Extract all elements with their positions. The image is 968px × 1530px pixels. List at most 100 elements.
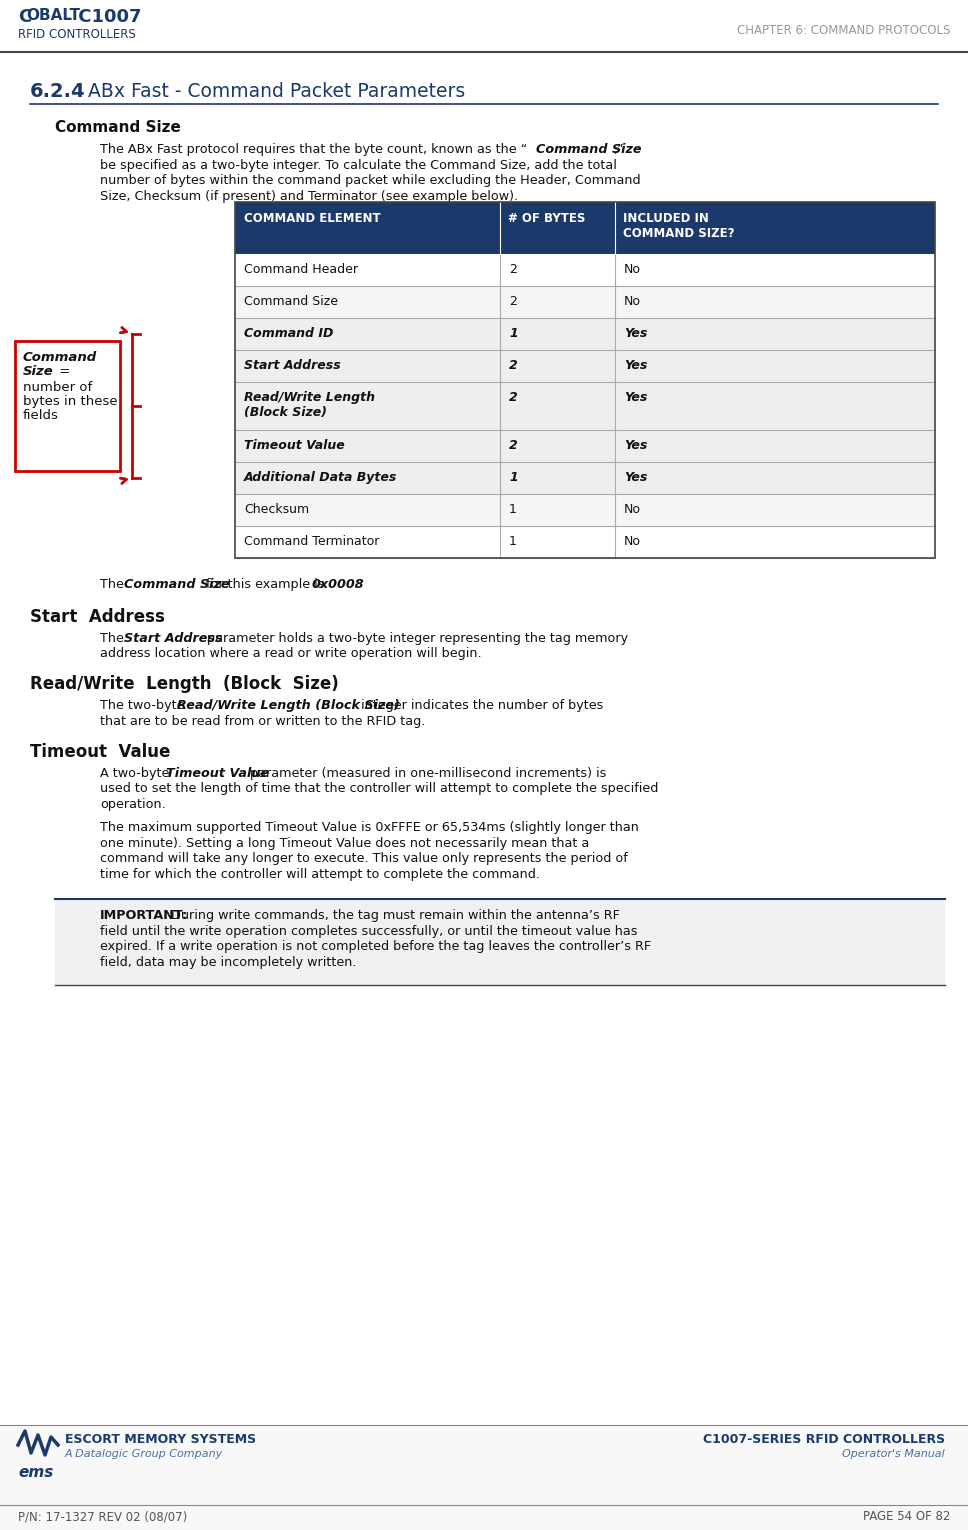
Bar xyxy=(235,462,935,494)
Text: fields: fields xyxy=(23,409,59,421)
Bar xyxy=(235,202,935,254)
Text: number of: number of xyxy=(23,381,92,393)
Text: address location where a read or write operation will begin.: address location where a read or write o… xyxy=(100,647,482,659)
Text: The: The xyxy=(100,632,128,644)
Text: integer indicates the number of bytes: integer indicates the number of bytes xyxy=(357,699,603,711)
Text: 2: 2 xyxy=(509,390,518,404)
Text: parameter (measured in one-millisecond increments) is: parameter (measured in one-millisecond i… xyxy=(246,767,606,779)
Bar xyxy=(235,349,935,381)
Text: Start Address: Start Address xyxy=(244,358,341,372)
Text: C1007: C1007 xyxy=(72,8,141,26)
Text: PAGE 54 OF 82: PAGE 54 OF 82 xyxy=(862,1510,950,1522)
Text: Checksum: Checksum xyxy=(244,502,309,516)
Text: parameter holds a two-byte integer representing the tag memory: parameter holds a two-byte integer repre… xyxy=(203,632,628,644)
Text: Operator's Manual: Operator's Manual xyxy=(842,1449,945,1460)
Bar xyxy=(235,318,935,349)
Text: one minute). Setting a long Timeout Value does not necessarily mean that a: one minute). Setting a long Timeout Valu… xyxy=(100,837,590,849)
Text: 2: 2 xyxy=(509,294,517,308)
Text: 0x0008: 0x0008 xyxy=(312,577,365,591)
Text: P/N: 17-1327 REV 02 (08/07): P/N: 17-1327 REV 02 (08/07) xyxy=(18,1510,187,1522)
Text: The ABx Fast protocol requires that the byte count, known as the “: The ABx Fast protocol requires that the … xyxy=(100,142,528,156)
Text: field, data may be incompletely written.: field, data may be incompletely written. xyxy=(100,956,356,968)
Text: IMPORTANT:: IMPORTANT: xyxy=(100,909,188,923)
Bar xyxy=(235,381,935,430)
Text: ABx Fast - Command Packet Parameters: ABx Fast - Command Packet Parameters xyxy=(88,83,466,101)
Text: operation.: operation. xyxy=(100,797,166,811)
Text: Command Terminator: Command Terminator xyxy=(244,534,379,548)
Bar xyxy=(235,254,935,286)
Text: Start  Address: Start Address xyxy=(30,607,165,626)
Text: Additional Data Bytes: Additional Data Bytes xyxy=(244,471,398,483)
Text: ESCORT MEMORY SYSTEMS: ESCORT MEMORY SYSTEMS xyxy=(65,1434,257,1446)
Text: Command Size: Command Size xyxy=(244,294,338,308)
Bar xyxy=(235,430,935,462)
Text: Yes: Yes xyxy=(624,439,648,451)
Text: INCLUDED IN
COMMAND SIZE?: INCLUDED IN COMMAND SIZE? xyxy=(623,211,735,240)
Text: 2: 2 xyxy=(509,263,517,275)
Text: Timeout Value: Timeout Value xyxy=(244,439,345,451)
Bar xyxy=(235,494,935,525)
Text: Start Address: Start Address xyxy=(124,632,223,644)
Bar xyxy=(235,286,935,318)
Text: Command: Command xyxy=(23,350,97,364)
Text: CHAPTER 6: COMMAND PROTOCOLS: CHAPTER 6: COMMAND PROTOCOLS xyxy=(737,23,950,37)
Text: Read/Write Length (Block Size): Read/Write Length (Block Size) xyxy=(177,699,400,711)
Text: No: No xyxy=(624,294,641,308)
Text: RFID CONTROLLERS: RFID CONTROLLERS xyxy=(18,28,136,41)
Bar xyxy=(235,202,935,557)
Bar xyxy=(15,341,120,471)
Text: Read/Write  Length  (Block  Size): Read/Write Length (Block Size) xyxy=(30,675,339,693)
Text: The two-byte: The two-byte xyxy=(100,699,189,711)
Text: C1007-SERIES RFID CONTROLLERS: C1007-SERIES RFID CONTROLLERS xyxy=(703,1434,945,1446)
Text: Command Size: Command Size xyxy=(536,142,642,156)
Text: Yes: Yes xyxy=(624,390,648,404)
Text: Yes: Yes xyxy=(624,358,648,372)
Text: expired. If a write operation is not completed before the tag leaves the control: expired. If a write operation is not com… xyxy=(100,939,651,953)
Text: 1: 1 xyxy=(509,534,517,548)
Text: COMMAND ELEMENT: COMMAND ELEMENT xyxy=(244,211,380,225)
Text: No: No xyxy=(624,502,641,516)
Text: for this example is: for this example is xyxy=(202,577,328,591)
Text: Read/Write Length
(Block Size): Read/Write Length (Block Size) xyxy=(244,390,375,419)
Text: be specified as a two-byte integer. To calculate the Command Size, add the total: be specified as a two-byte integer. To c… xyxy=(100,159,617,171)
Text: No: No xyxy=(624,534,641,548)
Text: that are to be read from or written to the RFID tag.: that are to be read from or written to t… xyxy=(100,715,425,727)
Text: Yes: Yes xyxy=(624,326,648,340)
Bar xyxy=(235,525,935,557)
Text: Timeout Value: Timeout Value xyxy=(166,767,269,779)
Bar xyxy=(0,0,968,52)
Text: 1: 1 xyxy=(509,502,517,516)
Text: 6.2.4: 6.2.4 xyxy=(30,83,85,101)
Text: 2: 2 xyxy=(509,358,518,372)
Bar xyxy=(55,900,945,985)
Text: 2: 2 xyxy=(509,439,518,451)
Text: A Datalogic Group Company: A Datalogic Group Company xyxy=(65,1449,224,1460)
Text: During write commands, the tag must remain within the antenna’s RF: During write commands, the tag must rema… xyxy=(167,909,620,923)
Text: Yes: Yes xyxy=(624,471,648,483)
Text: Size: Size xyxy=(23,364,54,378)
Text: Timeout  Value: Timeout Value xyxy=(30,742,170,760)
Text: Command ID: Command ID xyxy=(244,326,333,340)
Text: bytes in these: bytes in these xyxy=(23,395,118,407)
Text: The: The xyxy=(100,577,128,591)
Text: 1: 1 xyxy=(509,326,518,340)
Text: OBALT: OBALT xyxy=(26,8,80,23)
Text: used to set the length of time that the controller will attempt to complete the : used to set the length of time that the … xyxy=(100,782,658,796)
Text: The maximum supported Timeout Value is 0xFFFE or 65,534ms (slightly longer than: The maximum supported Timeout Value is 0… xyxy=(100,822,639,834)
Bar xyxy=(0,1424,968,1530)
Text: Command Size: Command Size xyxy=(55,119,181,135)
Text: .: . xyxy=(354,577,358,591)
Text: =: = xyxy=(55,364,71,378)
Text: A two-byte: A two-byte xyxy=(100,767,173,779)
Text: Command Size: Command Size xyxy=(124,577,229,591)
Text: ,”: ,” xyxy=(613,142,623,156)
Text: Command Header: Command Header xyxy=(244,263,358,275)
Text: # OF BYTES: # OF BYTES xyxy=(508,211,586,225)
Text: command will take any longer to execute. This value only represents the period o: command will take any longer to execute.… xyxy=(100,852,628,864)
Text: 1: 1 xyxy=(509,471,518,483)
Text: number of bytes within the command packet while excluding the Header, Command: number of bytes within the command packe… xyxy=(100,174,641,187)
Text: C: C xyxy=(18,8,31,26)
Text: field until the write operation completes successfully, or until the timeout val: field until the write operation complete… xyxy=(100,924,638,938)
Text: time for which the controller will attempt to complete the command.: time for which the controller will attem… xyxy=(100,868,540,880)
Text: ems: ems xyxy=(18,1466,53,1480)
